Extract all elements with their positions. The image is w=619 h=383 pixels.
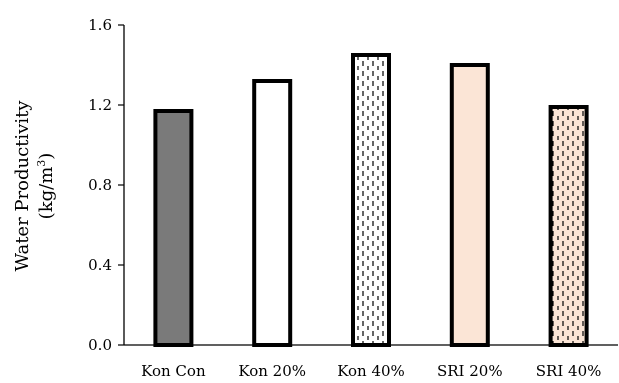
y-tick-label: 0.8 (88, 176, 112, 194)
y-axis-title-unit: (kg/m3) (35, 153, 57, 220)
bar-kon-40 (351, 53, 391, 347)
y-tick-label: 0.4 (88, 256, 112, 274)
y-axis-title-line1: Water Productivity (12, 100, 33, 272)
y-unit-prefix: (kg/m (36, 167, 57, 220)
x-category-label: SRI 20% (437, 362, 503, 380)
x-category-label: Kon 40% (337, 362, 405, 380)
bar-kon-20 (252, 79, 293, 347)
y-unit-suffix: ) (36, 153, 57, 160)
y-unit-sup: 3 (35, 160, 48, 167)
bar-kon-con (153, 109, 194, 347)
y-tick-label: 0.0 (88, 336, 112, 354)
y-tick-label: 1.2 (88, 96, 112, 114)
x-axis-labels: Kon Con Kon 20% Kon 40% SRI 20% SRI 40% (141, 362, 601, 380)
bars (153, 53, 589, 347)
x-category-label: SRI 40% (536, 362, 602, 380)
y-tick-label: 1.6 (88, 16, 112, 34)
y-axis-ticks: 0.0 0.4 0.8 1.2 1.6 (88, 16, 124, 354)
x-category-label: Kon 20% (238, 362, 306, 380)
bar-sri-40 (548, 105, 589, 347)
bar-sri-20 (449, 63, 490, 347)
x-category-label: Kon Con (141, 362, 206, 380)
y-axis-title: Water Productivity (kg/m3) (12, 100, 57, 272)
